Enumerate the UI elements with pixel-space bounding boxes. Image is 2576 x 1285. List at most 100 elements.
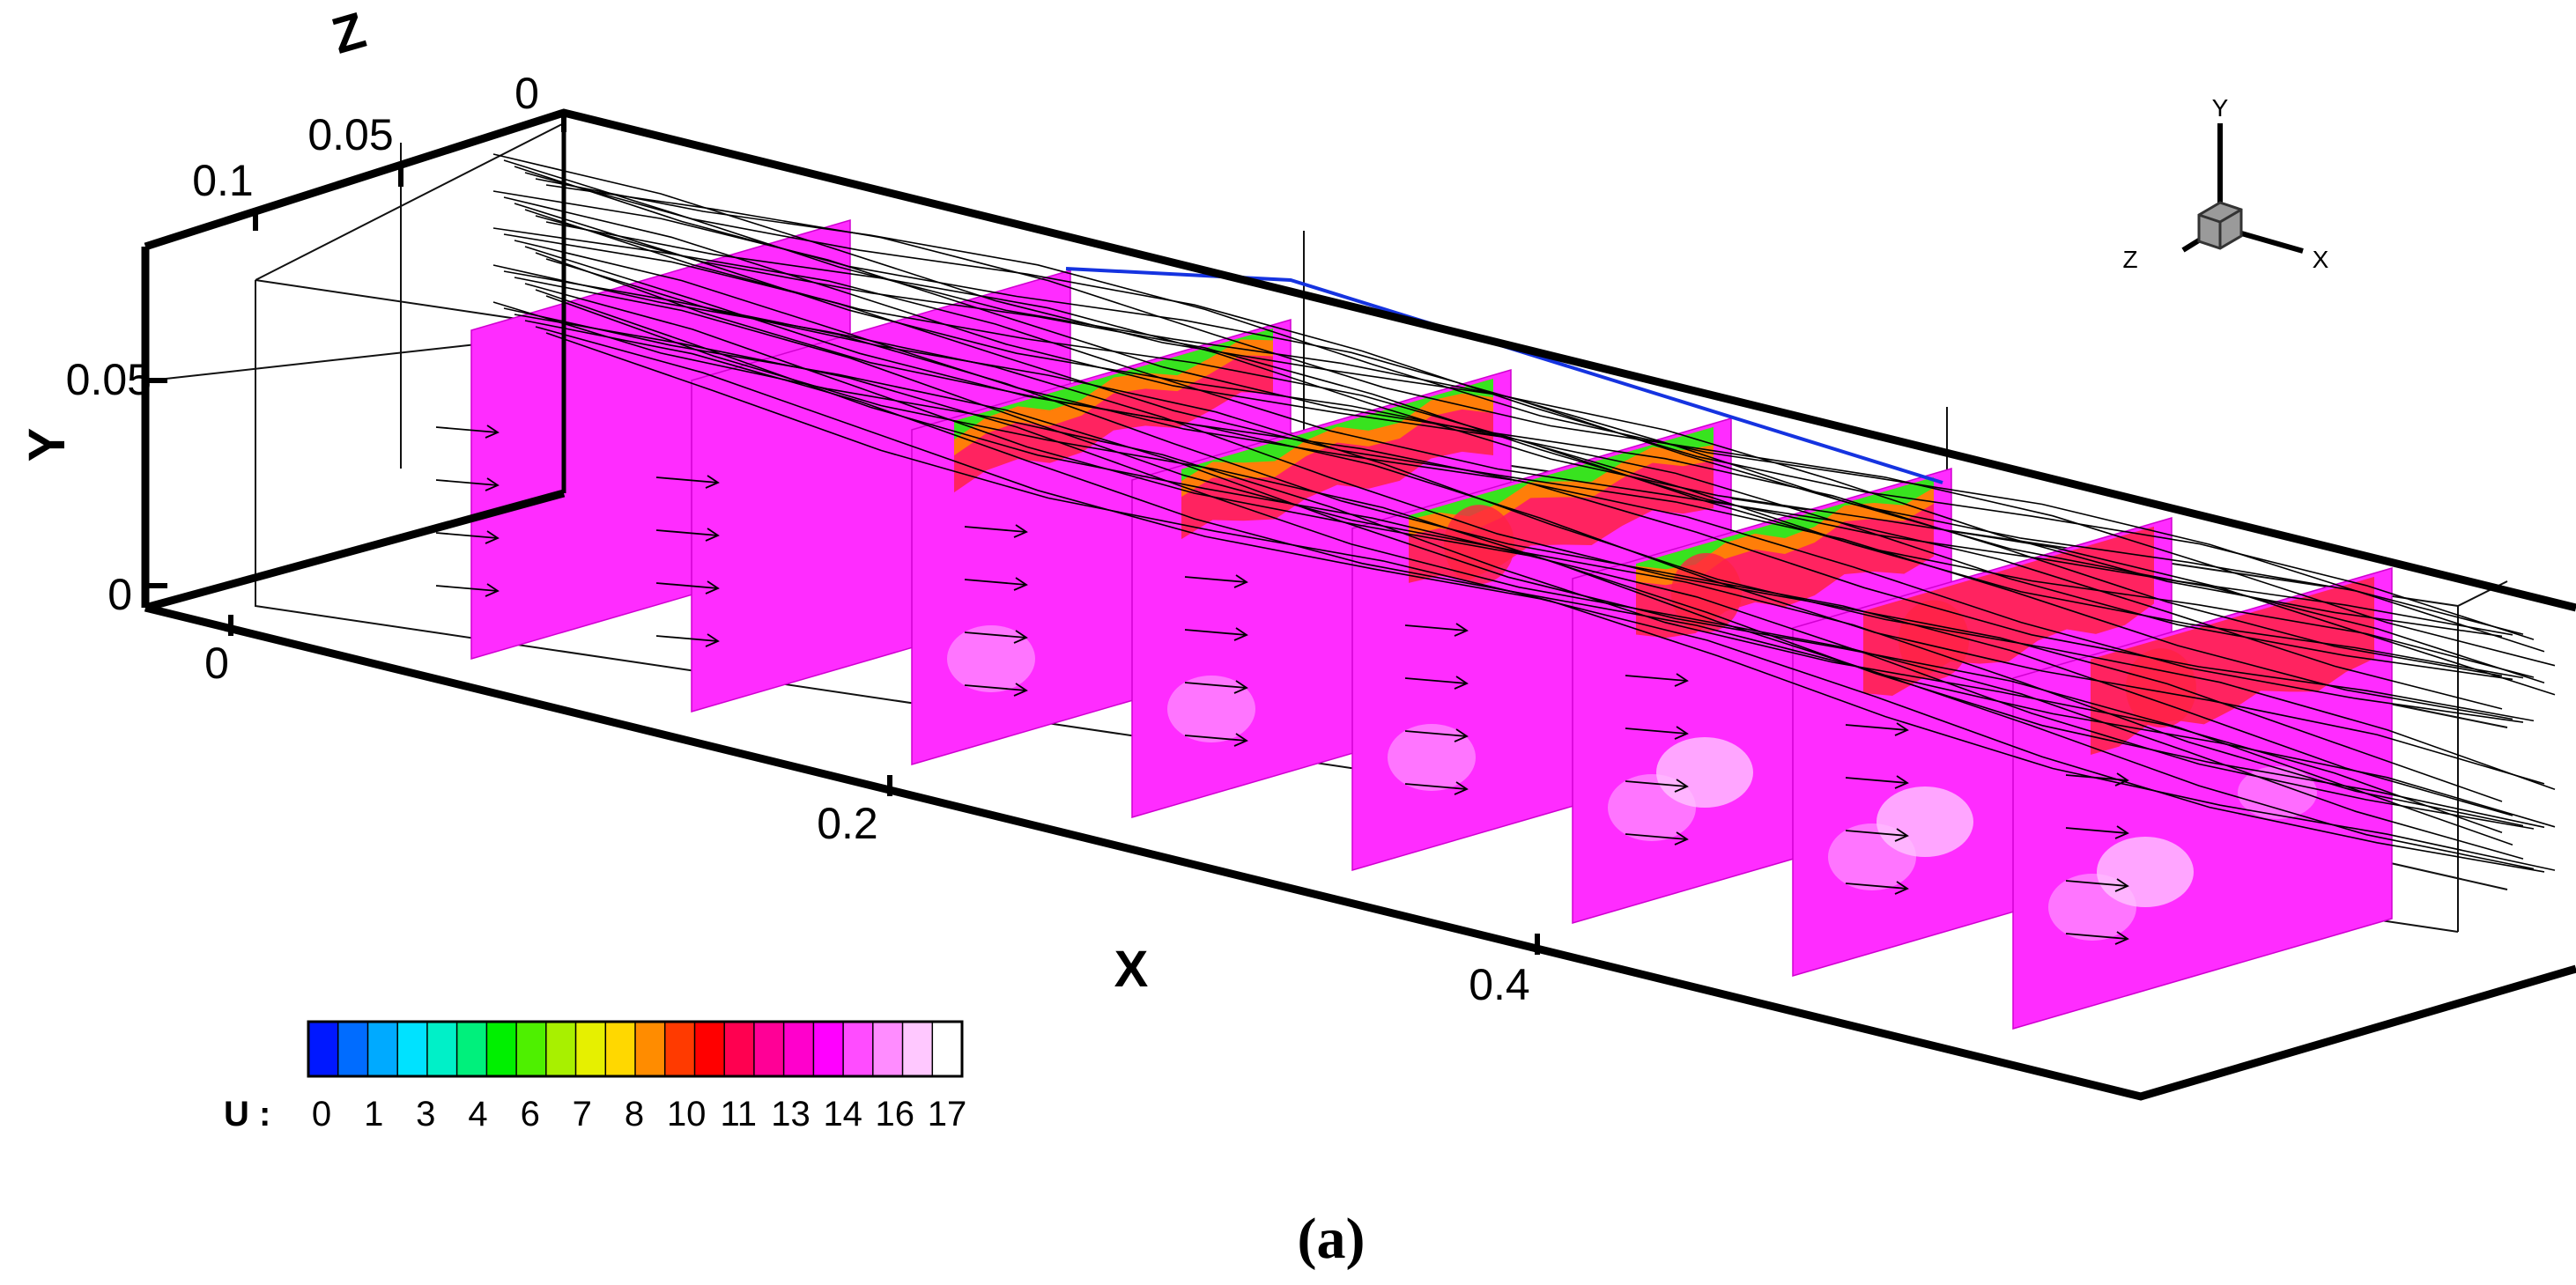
velocity-arrow xyxy=(964,684,1027,691)
velocity-arrowhead xyxy=(1894,828,1909,842)
colorbar-swatch xyxy=(366,1021,399,1077)
streamline xyxy=(545,295,2556,828)
z-tick-01: 0.1 xyxy=(192,156,254,205)
colorbar-swatch xyxy=(663,1021,696,1077)
streamline xyxy=(503,270,2513,816)
colorbar-tick-label: 11 xyxy=(721,1095,758,1134)
velocity-arrowhead xyxy=(2114,931,2129,945)
velocity-arrow xyxy=(1404,677,1468,684)
velocity-arrowhead xyxy=(485,477,500,491)
velocity-arrow xyxy=(964,631,1027,639)
velocity-arrow xyxy=(655,529,719,536)
velocity-arrowhead xyxy=(705,475,720,489)
colorbar-tick-labels: 0 1 3 4 6 7 8 10 11 13 14 16 17 xyxy=(312,1095,966,1134)
velocity-arrow xyxy=(1404,730,1468,737)
x-tick-04: 0.4 xyxy=(1469,960,1530,1009)
velocity-arrow xyxy=(1625,727,1688,735)
hot-spot xyxy=(1899,600,1969,680)
colorbar-tick-label: 8 xyxy=(625,1095,644,1134)
colorbar-swatch xyxy=(337,1021,369,1077)
streamline xyxy=(524,320,2535,870)
colorbar-tick-label: 4 xyxy=(468,1095,487,1134)
velocity-arrow xyxy=(964,579,1027,586)
streamline xyxy=(524,246,2535,722)
low-speed-blob xyxy=(1876,787,1973,857)
velocity-arrowhead xyxy=(1233,574,1248,588)
velocity-arrow xyxy=(1845,724,1908,731)
velocity-arrow xyxy=(655,582,719,589)
low-speed-blob xyxy=(1656,737,1753,808)
z-axis-label: Z xyxy=(326,2,372,65)
low-speed-blob xyxy=(1167,676,1255,742)
velocity-arrow xyxy=(1625,780,1688,787)
velocity-arrowhead xyxy=(485,425,500,439)
velocity-arrowhead xyxy=(1013,683,1028,697)
velocity-arrowhead xyxy=(1233,680,1248,694)
velocity-arrow xyxy=(435,479,499,486)
z-tick-0: 0 xyxy=(514,69,539,118)
velocity-arrowhead xyxy=(1454,728,1469,742)
colorbar-tick-label: 0 xyxy=(312,1095,331,1134)
velocity-arrow xyxy=(1845,883,1908,890)
colorbar-swatch xyxy=(574,1021,607,1077)
velocity-arrowhead xyxy=(2114,878,2129,892)
colorbar-variable-label: U : xyxy=(224,1095,270,1134)
triad-z-label: Z xyxy=(2122,246,2137,273)
streamline xyxy=(492,227,2503,710)
colorbar-tick-label: 1 xyxy=(364,1095,383,1134)
streamline xyxy=(535,215,2545,683)
streamline xyxy=(503,233,2513,720)
streamline xyxy=(535,252,2545,785)
low-speed-blob xyxy=(1388,724,1476,791)
velocity-arrow xyxy=(964,526,1027,533)
colorbar-swatch xyxy=(396,1021,429,1077)
velocity-slices xyxy=(470,219,2393,1030)
velocity-arrow xyxy=(2065,827,2128,834)
velocity-arrowhead xyxy=(485,583,500,597)
velocity-arrow xyxy=(655,476,719,484)
y-tick-005: 0.05 xyxy=(66,355,152,404)
colorbar-swatch xyxy=(545,1021,577,1077)
velocity-arrowhead xyxy=(1674,673,1689,687)
colorbar-swatch xyxy=(515,1021,548,1077)
velocity-arrowhead xyxy=(1013,524,1028,538)
colorbar-tick-label: 17 xyxy=(928,1095,967,1134)
x-tick-0: 0 xyxy=(204,639,229,688)
low-speed-blob xyxy=(2097,837,2194,907)
velocity-arrowhead xyxy=(1454,781,1469,795)
velocity-arrowhead xyxy=(2114,772,2129,787)
velocity-arrowhead xyxy=(1454,676,1469,690)
colorbar-swatch xyxy=(634,1021,667,1077)
colorbar-tick-label: 14 xyxy=(823,1095,862,1134)
colorbar-swatch xyxy=(872,1021,904,1077)
low-speed-blob xyxy=(2238,766,2317,819)
velocity-arrowhead xyxy=(705,580,720,594)
colorbar-frame xyxy=(307,1020,964,1078)
figure-caption: (a) xyxy=(1298,1207,1366,1271)
colorbar-tick-label: 13 xyxy=(771,1095,811,1134)
velocity-arrowhead xyxy=(1894,775,1909,789)
streamline xyxy=(492,264,2503,802)
colorbar-swatch xyxy=(693,1021,726,1077)
colorbar-swatch xyxy=(842,1021,875,1077)
velocity-arrow xyxy=(1404,783,1468,790)
velocity-arrow xyxy=(655,635,719,642)
colorbar-tick-label: 10 xyxy=(667,1095,707,1134)
colorbar-tick-label: 3 xyxy=(416,1095,435,1134)
colorbar-tick-label: 7 xyxy=(573,1095,592,1134)
streamline xyxy=(545,184,2556,667)
colorbar-swatch xyxy=(901,1021,934,1077)
velocity-arrowhead xyxy=(485,530,500,544)
shear-band xyxy=(1409,426,1714,520)
velocity-arrowhead xyxy=(1233,733,1248,747)
free-surface-edge xyxy=(1065,267,1943,484)
axis-labels: Z 0 0.05 0.1 Y 0.05 0 X 0 0.2 0.4 xyxy=(19,2,1530,1009)
colorbar-tick-label: 16 xyxy=(876,1095,915,1134)
velocity-arrowhead xyxy=(705,633,720,647)
hot-spot xyxy=(2126,648,2196,728)
velocity-arrowhead xyxy=(705,528,720,542)
colorbar-swatch xyxy=(426,1021,458,1077)
streamline xyxy=(545,332,2556,871)
z-tick-005: 0.05 xyxy=(307,110,393,159)
